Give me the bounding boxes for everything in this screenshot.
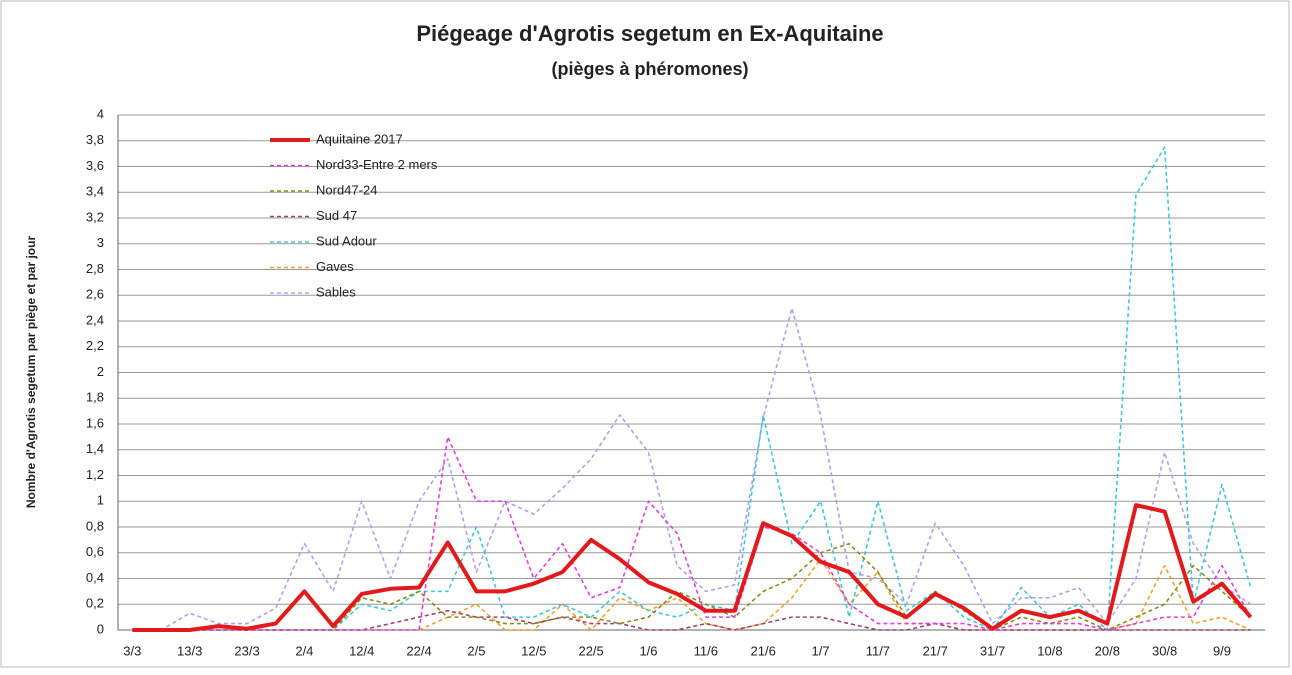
y-tick-label: 0,6 (86, 544, 104, 559)
x-tick-label: 3/3 (123, 643, 141, 658)
y-tick-label: 0,8 (86, 518, 104, 533)
x-tick-label: 2/5 (467, 643, 485, 658)
y-tick-label: 1,2 (86, 467, 104, 482)
chart-title: Piégeage d'Agrotis segetum en Ex-Aquitai… (416, 21, 883, 46)
x-tick-label: 13/3 (177, 643, 202, 658)
y-tick-label: 1,4 (86, 441, 104, 456)
series-line (132, 558, 1251, 631)
x-tick-label: 22/5 (578, 643, 603, 658)
series-line (132, 146, 1252, 631)
x-tick-label: 1/7 (811, 643, 829, 658)
legend-label: Sables (316, 284, 356, 299)
x-tick-label: 31/7 (980, 643, 1005, 658)
x-tick-label: 22/4 (406, 643, 431, 658)
y-tick-label: 0,2 (86, 596, 104, 611)
legend-label: Gaves (316, 259, 354, 274)
x-tick-label: 10/8 (1037, 643, 1062, 658)
y-tick-label: 2 (97, 364, 104, 379)
x-tick-label: 11/7 (866, 643, 890, 658)
y-tick-label: 3,8 (86, 132, 104, 147)
y-axis-label: Nombre d'Agrotis segetum par piège et pa… (24, 236, 38, 509)
x-tick-label: 21/7 (923, 643, 948, 658)
y-tick-label: 3,4 (86, 184, 104, 199)
y-tick-label: 3,2 (86, 209, 104, 224)
y-tick-label: 2,2 (86, 338, 104, 353)
y-tick-label: 2,6 (86, 287, 104, 302)
x-tick-label: 12/5 (521, 643, 546, 658)
y-tick-label: 1,6 (86, 415, 104, 430)
x-tick-label: 11/6 (694, 643, 718, 658)
chart-subtitle: (pièges à phéromones) (551, 59, 748, 79)
x-tick-label: 12/4 (349, 643, 374, 658)
x-tick-label: 23/3 (234, 643, 259, 658)
y-tick-label: 1 (97, 493, 104, 508)
y-tick-label: 0 (97, 621, 104, 636)
x-tick-label: 1/6 (639, 643, 657, 658)
x-tick-label: 2/4 (295, 643, 313, 658)
y-tick-label: 2,8 (86, 261, 104, 276)
y-tick-label: 2,4 (86, 312, 104, 327)
x-tick-label: 21/6 (751, 643, 776, 658)
legend-label: Sud 47 (316, 208, 357, 223)
series-line (132, 503, 1253, 632)
series-line (132, 436, 1252, 631)
series-line (132, 307, 1252, 631)
y-tick-label: 1,8 (86, 390, 104, 405)
legend-label: Nord33-Entre 2 mers (316, 157, 438, 172)
legend-label: Nord47-24 (316, 182, 377, 197)
y-tick-label: 0,4 (86, 570, 104, 585)
x-tick-label: 9/9 (1213, 643, 1231, 658)
x-tick-label: 20/8 (1095, 643, 1120, 658)
legend-label: Sud Adour (316, 233, 377, 248)
x-tick-label: 30/8 (1152, 643, 1177, 658)
y-tick-label: 3 (97, 235, 104, 250)
legend-label: Aquitaine 2017 (316, 131, 403, 146)
y-tick-label: 3,6 (86, 158, 104, 173)
y-tick-label: 4 (97, 106, 104, 121)
